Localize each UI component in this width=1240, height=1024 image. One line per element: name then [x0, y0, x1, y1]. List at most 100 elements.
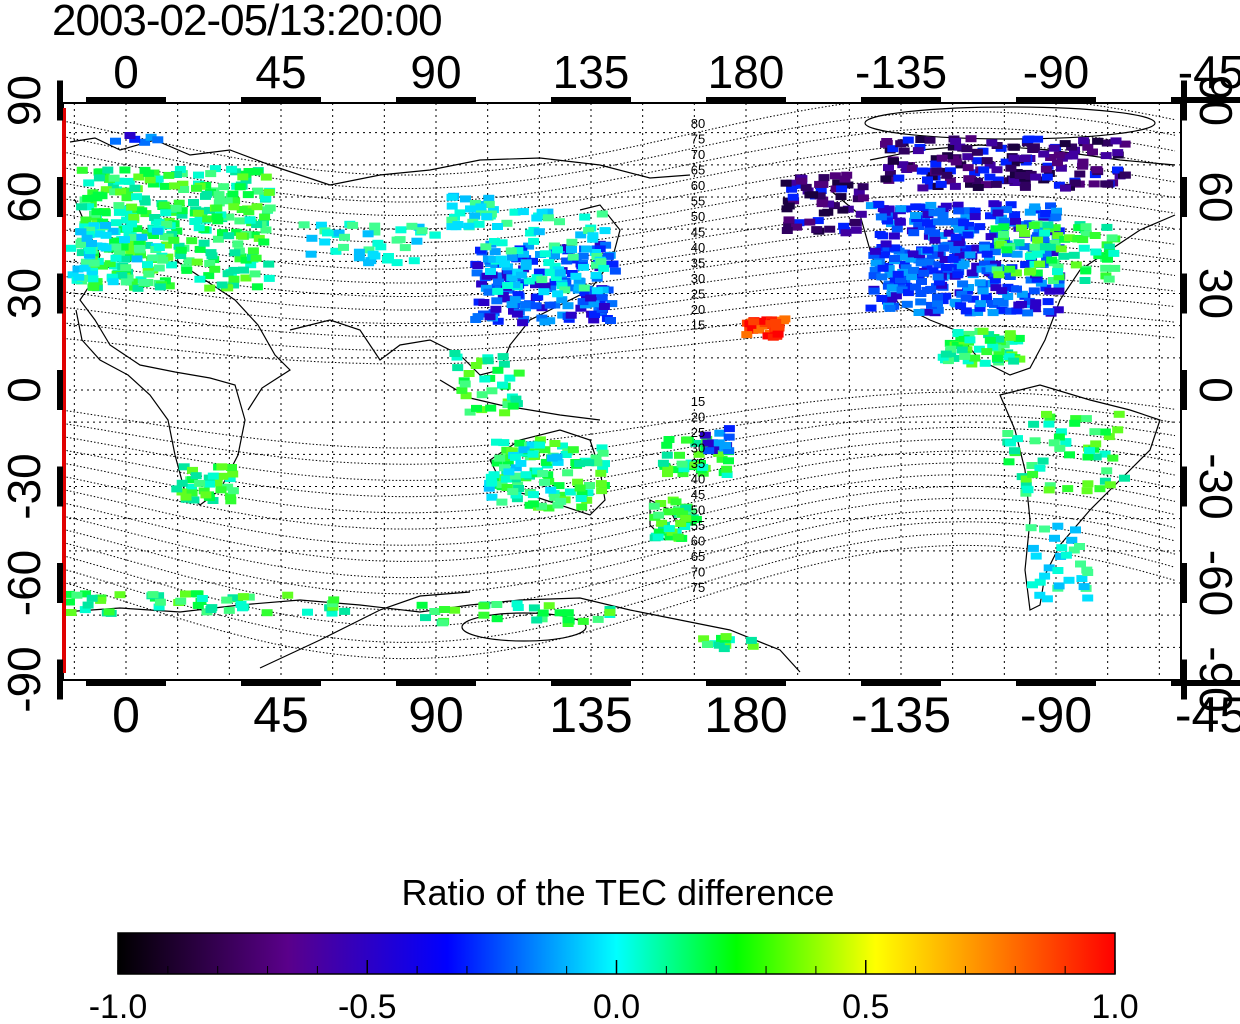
tec-cell [544, 301, 556, 309]
tec-cell [1019, 243, 1031, 251]
tec-cell [929, 236, 941, 244]
tec-cell [175, 252, 187, 259]
tec-cell [491, 297, 503, 305]
tec-cell [595, 480, 607, 488]
tec-cell [840, 229, 852, 237]
tec-cell [282, 591, 294, 599]
tec-cell [1043, 225, 1055, 233]
tec-cell [478, 602, 490, 610]
tec-cell [76, 166, 88, 174]
tec-cell [773, 324, 785, 332]
tec-cell [553, 482, 565, 490]
tec-cell [1040, 210, 1052, 217]
tec-cell [1079, 277, 1091, 284]
tec-cell [95, 168, 107, 176]
tec-cell [1025, 524, 1037, 532]
tec-cell [562, 616, 574, 624]
tec-cell [723, 457, 734, 465]
tec-cell [1046, 256, 1058, 264]
tec-cell [153, 592, 165, 600]
tec-cell [180, 493, 192, 501]
tec-cell [1068, 251, 1080, 259]
tec-cell [552, 458, 564, 466]
tec-cell [191, 258, 203, 266]
tec-cell [987, 309, 999, 317]
tec-cell [672, 533, 684, 541]
tec-cell [1023, 135, 1035, 143]
tec-cell [513, 485, 525, 492]
tec-cell [663, 525, 675, 533]
tec-cell [203, 272, 215, 280]
tec-cell [1009, 447, 1020, 455]
tec-cell [1103, 433, 1115, 441]
tec-cell [962, 245, 974, 253]
tec-cell [489, 238, 500, 245]
tec-cell [158, 201, 170, 209]
tec-cell [527, 450, 539, 458]
tec-cell [993, 348, 1005, 356]
tec-cell [463, 222, 475, 230]
contour-labels: 8075706560555045403530252015152025303540… [691, 116, 705, 595]
tec-cell [944, 177, 956, 185]
tec-cell [880, 175, 892, 183]
tec-cell [223, 606, 235, 614]
tec-cell [1053, 282, 1065, 290]
tec-cell [1080, 415, 1092, 423]
tec-cell [1029, 305, 1041, 313]
tec-cell [783, 202, 795, 210]
tec-cell [221, 197, 233, 205]
tec-cell [482, 357, 494, 365]
tec-cell [1055, 245, 1067, 253]
left-lat-label: -90 [0, 646, 50, 712]
tec-cell [869, 247, 881, 255]
tec-cell [131, 255, 143, 263]
tec-cell [876, 273, 888, 281]
tec-cell [933, 278, 945, 286]
tec-cell [236, 206, 248, 213]
tec-cell [1012, 435, 1023, 443]
tec-cell [1107, 454, 1119, 462]
tec-cell [511, 495, 523, 503]
tec-cell [88, 259, 100, 267]
tec-cell [931, 218, 943, 226]
tec-cell [796, 177, 807, 185]
contour-label: 60 [691, 534, 705, 549]
tec-cell [465, 205, 476, 213]
tec-cell [950, 233, 962, 241]
tec-cell [978, 166, 990, 174]
tec-cell [577, 298, 589, 306]
tec-cell [1053, 151, 1065, 159]
contour-label: 15 [691, 318, 705, 333]
tec-cell [512, 604, 524, 611]
tec-cell [574, 484, 586, 492]
right-lat-label: 90 [1190, 75, 1240, 126]
tec-cell [552, 246, 563, 254]
tec-cell [411, 237, 423, 245]
tec-cell [492, 366, 504, 374]
tec-cell [985, 212, 996, 220]
tec-cell [491, 438, 502, 446]
tec-cell [116, 272, 128, 279]
tec-cell [1043, 420, 1055, 428]
tec-cell [653, 528, 665, 536]
contour-line [63, 474, 1176, 562]
tec-cell [989, 276, 1001, 284]
tec-cell [579, 289, 591, 297]
tec-cell [990, 225, 1002, 233]
tec-cell [674, 451, 685, 459]
tec-cell [128, 233, 140, 241]
tec-cell [832, 179, 844, 187]
tec-cell [924, 182, 936, 190]
tec-cell [926, 251, 938, 259]
tec-cell [76, 203, 88, 211]
tec-cell [486, 493, 498, 501]
tec-cell [992, 209, 1004, 217]
tec-cell [552, 501, 564, 509]
tec-cell [590, 454, 602, 462]
tec-cell [932, 293, 943, 301]
tec-cell [481, 272, 493, 280]
tec-cell [985, 233, 997, 241]
tec-cell [932, 250, 944, 258]
tec-cell [128, 213, 140, 221]
tec-cell [333, 229, 345, 237]
